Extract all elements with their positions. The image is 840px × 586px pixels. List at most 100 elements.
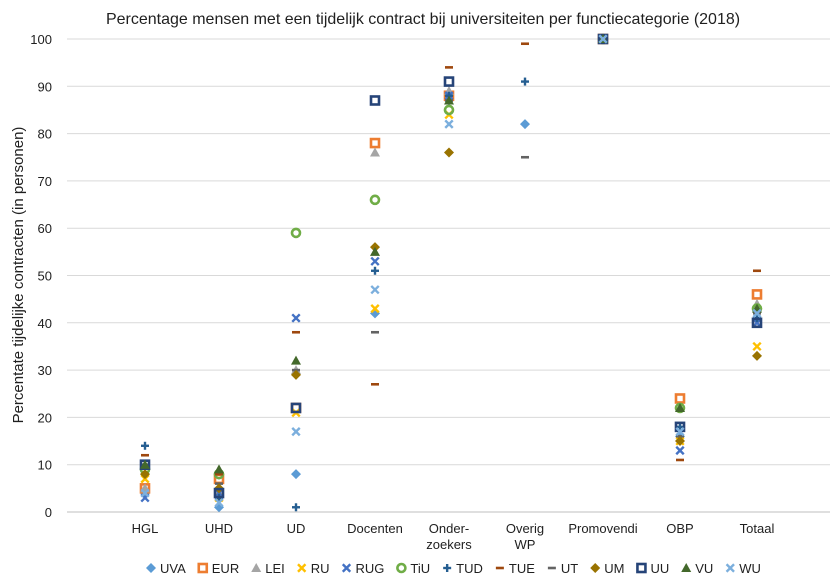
legend-label: WU <box>739 561 761 576</box>
data-point <box>675 426 685 437</box>
data-point <box>141 441 149 450</box>
y-tick-label: 70 <box>38 174 52 189</box>
legend-item-uu: UU <box>636 561 669 576</box>
legend-label: UM <box>604 561 624 576</box>
data-point <box>369 194 381 206</box>
data-point <box>140 469 150 480</box>
y-tick-label: 100 <box>30 32 52 47</box>
data-point <box>291 313 301 323</box>
data-point <box>290 402 302 414</box>
data-point <box>370 256 380 266</box>
legend-label: TUE <box>509 561 535 576</box>
x-tick-label: UD <box>287 521 306 536</box>
data-point <box>290 227 302 239</box>
legend-item-eur: EUR <box>197 561 239 576</box>
data-point <box>520 119 530 130</box>
y-tick-label: 90 <box>38 79 52 94</box>
y-tick-label: 50 <box>38 269 52 284</box>
legend-item-lei: LEI <box>251 561 285 576</box>
x-tick-label: Onder-zoekers <box>426 521 472 552</box>
legend-marker <box>590 563 601 573</box>
legend-label: EUR <box>212 561 239 576</box>
x-tick-label: Promovendi <box>568 521 637 536</box>
gridlines <box>67 38 830 513</box>
data-point <box>443 76 455 87</box>
legend-label: UT <box>561 561 578 576</box>
data-point <box>444 147 454 158</box>
legend-label: LEI <box>265 561 285 576</box>
x-tick-label: HGL <box>132 521 159 536</box>
data-point <box>675 445 685 456</box>
data-point <box>291 369 301 380</box>
data-point <box>369 137 381 149</box>
data-point <box>444 95 454 105</box>
x-tick-label: Overig WP <box>506 521 544 552</box>
legend: UVA EUR LEI RU RUG TiU TUD TUE UT UM UU VU WU <box>146 561 761 576</box>
data-point <box>371 266 379 275</box>
legend-label: VU <box>695 561 713 576</box>
data-point <box>751 317 763 329</box>
x-axis-ticks: HGL UHD UD Docenten Onder-zoekers Overig WP Pro… <box>132 521 775 552</box>
data-point <box>752 341 762 352</box>
data-point <box>292 503 300 512</box>
data-point <box>214 464 224 474</box>
legend-marker <box>681 563 692 572</box>
data-point <box>369 95 381 106</box>
data-points <box>139 33 763 513</box>
legend-label: RUG <box>356 561 385 576</box>
data-point <box>370 147 380 157</box>
y-tick-label: 30 <box>38 363 52 378</box>
series-wu <box>140 34 762 508</box>
x-tick-label: Docenten <box>347 521 403 536</box>
legend-marker <box>146 563 156 573</box>
data-point <box>675 436 685 447</box>
y-tick-label: 20 <box>38 410 52 425</box>
data-point <box>444 119 454 129</box>
chart-title: Percentage mensen met een tijdelijk cont… <box>106 11 740 28</box>
legend-label: UVA <box>160 561 186 576</box>
y-axis-label: Percentate tijdelijke contracten (in per… <box>10 127 27 424</box>
legend-marker <box>297 563 307 573</box>
legend-item-rug: RUG <box>341 561 385 576</box>
legend-label: TiU <box>410 561 430 576</box>
x-tick-label: UHD <box>205 521 233 536</box>
legend-item-um: UM <box>590 561 624 576</box>
data-point <box>752 308 762 318</box>
legend-marker <box>341 563 352 573</box>
data-point <box>370 285 380 295</box>
legend-item-tiu: TiU <box>396 561 430 576</box>
legend-marker <box>725 563 735 573</box>
legend-item-tue: TUE <box>495 561 535 576</box>
legend-item-ru: RU <box>297 561 330 576</box>
series-vu <box>140 34 762 474</box>
x-tick-label: Totaal <box>740 521 775 536</box>
y-tick-label: 40 <box>38 316 52 331</box>
x-tick-label: OBP <box>666 521 693 536</box>
data-point <box>521 77 529 86</box>
data-point <box>370 304 380 314</box>
y-tick-label: 0 <box>45 505 52 520</box>
y-tick-label: 80 <box>38 127 52 142</box>
legend-item-ut: UT <box>547 561 578 576</box>
data-point <box>443 104 455 116</box>
legend-label: UU <box>650 561 669 576</box>
legend-marker <box>197 562 209 574</box>
data-point <box>598 34 608 44</box>
data-point <box>140 459 150 469</box>
data-point <box>751 289 763 300</box>
legend-marker <box>636 562 647 574</box>
y-tick-label: 60 <box>38 221 52 236</box>
legend-item-wu: WU <box>725 561 761 576</box>
data-point <box>213 487 225 499</box>
data-point <box>674 393 686 404</box>
legend-marker <box>443 564 452 572</box>
data-point <box>140 488 150 498</box>
legend-marker <box>251 563 262 572</box>
data-point <box>214 497 224 508</box>
data-point <box>752 350 762 361</box>
data-point <box>752 318 762 328</box>
data-point <box>676 422 684 431</box>
legend-item-tud: TUD <box>443 561 483 576</box>
legend-label: RU <box>311 561 330 576</box>
